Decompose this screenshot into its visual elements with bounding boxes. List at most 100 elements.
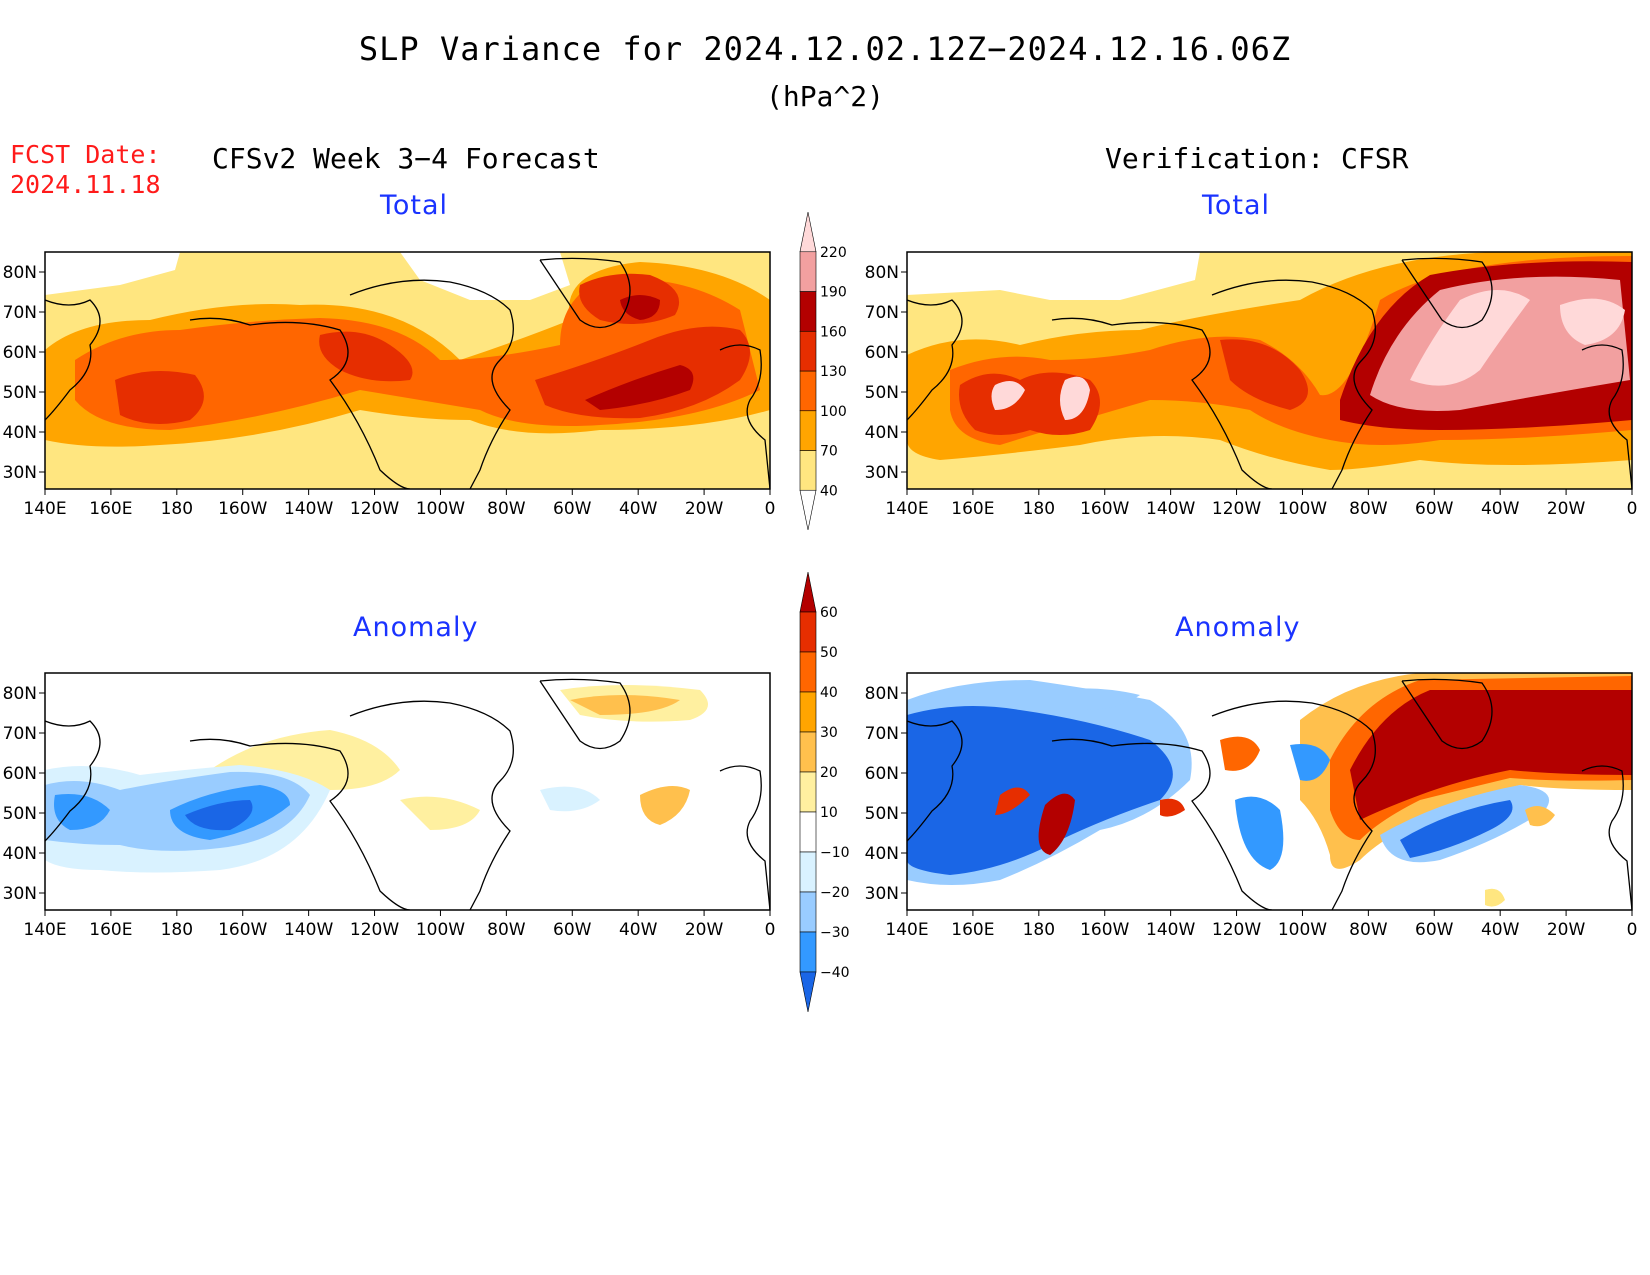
total-colorbar: 40 70 100 130 160 190 220 bbox=[799, 211, 847, 531]
colorbar-label: 100 bbox=[820, 404, 847, 420]
lon-tick-label: 80W bbox=[487, 920, 526, 940]
colorbar-segment bbox=[799, 971, 817, 1013]
verification-total-label: Total bbox=[1202, 190, 1271, 221]
lon-tick-label: 0 bbox=[765, 920, 776, 940]
lon-tick-label: 160E bbox=[951, 920, 994, 940]
lat-tick-label: 60N bbox=[3, 764, 37, 784]
colorbar-label: 130 bbox=[820, 364, 847, 380]
colorbar-label: 220 bbox=[820, 245, 847, 261]
lon-tick-label: 100W bbox=[416, 920, 465, 940]
colorbar-label: 190 bbox=[820, 285, 847, 301]
lon-tick-label: 120W bbox=[350, 920, 399, 940]
lat-tick-label: 50N bbox=[3, 383, 37, 403]
lon-tick-label: 180 bbox=[1023, 499, 1055, 519]
verification-header: Verification: CFSR bbox=[1105, 142, 1409, 175]
lon-tick-label: 60W bbox=[1415, 499, 1454, 519]
lon-tick-label: 140E bbox=[23, 920, 66, 940]
colorbar-segment bbox=[799, 611, 817, 653]
lat-tick-label: 40N bbox=[3, 423, 37, 443]
lon-tick-label: 60W bbox=[1415, 920, 1454, 940]
colorbar-segment bbox=[799, 691, 817, 733]
colorbar-label: 20 bbox=[820, 765, 838, 781]
lon-tick-label: 60W bbox=[553, 499, 592, 519]
units-subtitle: (hPa^2) bbox=[765, 80, 884, 113]
colorbar-segment bbox=[799, 651, 817, 693]
lon-tick-label: 40W bbox=[1481, 499, 1520, 519]
verification-anomaly-frame bbox=[906, 672, 1633, 911]
colorbar-segment bbox=[799, 931, 817, 973]
colorbar-label: 40 bbox=[820, 685, 838, 701]
colorbar-label: 10 bbox=[820, 805, 838, 821]
colorbar-segment bbox=[799, 891, 817, 933]
lat-tick-label: 50N bbox=[865, 383, 899, 403]
lat-tick-label: 80N bbox=[865, 263, 899, 283]
lat-tick-label: 50N bbox=[865, 804, 899, 824]
lat-tick-label: 60N bbox=[3, 343, 37, 363]
lon-tick-label: 160W bbox=[218, 920, 267, 940]
colorbar-segment bbox=[799, 251, 817, 292]
lon-tick-label: 0 bbox=[1627, 920, 1638, 940]
lon-tick-label: 160E bbox=[951, 499, 994, 519]
lat-tick-label: 60N bbox=[865, 343, 899, 363]
lon-tick-label: 40W bbox=[1481, 920, 1520, 940]
lon-tick-label: 40W bbox=[619, 499, 658, 519]
colorbar-segment bbox=[799, 211, 817, 253]
lat-tick-label: 60N bbox=[865, 764, 899, 784]
lat-tick-label: 80N bbox=[865, 684, 899, 704]
colorbar-segment bbox=[799, 851, 817, 893]
lon-tick-label: 160W bbox=[218, 499, 267, 519]
lat-tick-label: 30N bbox=[865, 463, 899, 483]
lon-tick-label: 140W bbox=[284, 920, 333, 940]
forecast-total-map bbox=[45, 252, 770, 489]
lat-tick-label: 30N bbox=[3, 884, 37, 904]
lon-tick-label: 80W bbox=[1349, 920, 1388, 940]
lon-tick-label: 100W bbox=[416, 499, 465, 519]
lat-tick-label: 70N bbox=[3, 303, 37, 323]
forecast-header: CFSv2 Week 3−4 Forecast bbox=[212, 142, 600, 175]
fcst-date-block: FCST Date: 2024.11.18 bbox=[10, 140, 161, 200]
fcst-label: FCST Date: bbox=[10, 140, 161, 169]
verification-anomaly-map bbox=[907, 673, 1632, 910]
lon-tick-label: 20W bbox=[1547, 499, 1586, 519]
colorbar-label: −10 bbox=[820, 845, 850, 861]
colorbar-segment bbox=[799, 291, 817, 332]
verification-total-map bbox=[907, 252, 1632, 489]
colorbar-label: 40 bbox=[820, 483, 838, 499]
colorbar-label: 70 bbox=[820, 444, 838, 460]
colorbar-segment bbox=[799, 771, 817, 813]
lon-tick-label: 0 bbox=[765, 499, 776, 519]
lon-tick-label: 180 bbox=[161, 920, 193, 940]
lon-tick-label: 60W bbox=[553, 920, 592, 940]
lon-tick-label: 140W bbox=[1146, 920, 1195, 940]
lon-tick-label: 120W bbox=[350, 499, 399, 519]
lon-tick-label: 140E bbox=[23, 499, 66, 519]
colorbar-segment bbox=[799, 410, 817, 451]
lat-tick-label: 40N bbox=[3, 844, 37, 864]
lat-tick-label: 70N bbox=[865, 303, 899, 323]
lon-tick-label: 140W bbox=[284, 499, 333, 519]
lon-tick-label: 120W bbox=[1212, 499, 1261, 519]
colorbar-segment bbox=[799, 330, 817, 372]
colorbar-segment bbox=[799, 571, 817, 613]
colorbar-segment bbox=[799, 370, 817, 412]
forecast-anomaly-label: Anomaly bbox=[353, 612, 479, 643]
colorbar-label: −30 bbox=[820, 925, 850, 941]
colorbar-label: 160 bbox=[820, 324, 847, 340]
colorbar-segment bbox=[799, 450, 817, 491]
lon-tick-label: 160E bbox=[89, 920, 132, 940]
lat-tick-label: 80N bbox=[3, 263, 37, 283]
axis-layer: 140E 160E 180 160W 140W 120W 100W 80W 60W 40W 20W 0… bbox=[3, 263, 1638, 940]
forecast-anomaly-frame bbox=[44, 672, 771, 911]
forecast-total-label: Total bbox=[380, 190, 449, 221]
lon-tick-label: 160E bbox=[89, 499, 132, 519]
lat-tick-label: 40N bbox=[865, 844, 899, 864]
lat-tick-label: 40N bbox=[865, 423, 899, 443]
lat-tick-label: 30N bbox=[865, 884, 899, 904]
lon-tick-label: 160W bbox=[1080, 920, 1129, 940]
main-title: SLP Variance for 2024.12.02.12Z−2024.12.… bbox=[358, 30, 1292, 68]
lon-tick-label: 140E bbox=[885, 499, 928, 519]
anomaly-colorbar: 60 50 40 30 20 10 −10 −20 −30 −40 bbox=[799, 571, 850, 1013]
colorbar-segment bbox=[799, 811, 817, 853]
lon-tick-label: 20W bbox=[1547, 920, 1586, 940]
